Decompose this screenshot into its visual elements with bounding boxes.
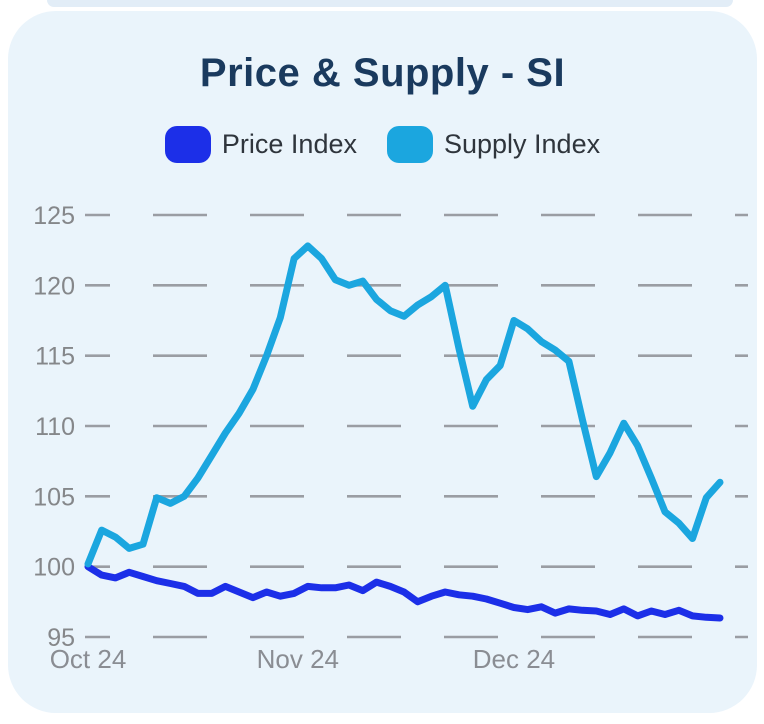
- y-tick-label: 110: [35, 413, 75, 441]
- y-axis-labels: 125 120 115 110 105 100 95: [33, 202, 75, 652]
- chart-card: Price & Supply - SI Price Index Supply I…: [8, 11, 757, 713]
- chart-title: Price & Supply - SI: [199, 51, 566, 95]
- supply-index-line: [84, 242, 724, 568]
- legend-item-supply-index[interactable]: Supply Index: [386, 126, 601, 163]
- x-tick-label: Dec 24: [473, 644, 555, 674]
- y-tick-label: 105: [33, 483, 75, 511]
- legend-label-supply-index: Supply Index: [443, 129, 601, 159]
- legend-item-price-index[interactable]: Price Index: [164, 126, 357, 163]
- x-axis-labels: Oct 24 Nov 24 Dec 24: [50, 644, 555, 674]
- top-strip-decoration: [47, 0, 733, 7]
- legend-label-price-index: Price Index: [221, 129, 357, 159]
- y-tick-label: 115: [35, 343, 75, 371]
- y-tick-label: 120: [33, 272, 75, 300]
- chart-legend: Price Index Supply Index: [8, 126, 757, 163]
- price-index-swatch: [164, 126, 211, 163]
- supply-index-swatch: [386, 126, 433, 163]
- y-tick-label: 125: [33, 202, 75, 230]
- y-tick-label: 95: [47, 624, 75, 652]
- gridlines: [85, 213, 748, 639]
- y-tick-label: 100: [33, 554, 75, 582]
- x-tick-label: Nov 24: [257, 644, 339, 674]
- price-index-line: [84, 563, 724, 622]
- x-tick-label: Oct 24: [50, 644, 127, 674]
